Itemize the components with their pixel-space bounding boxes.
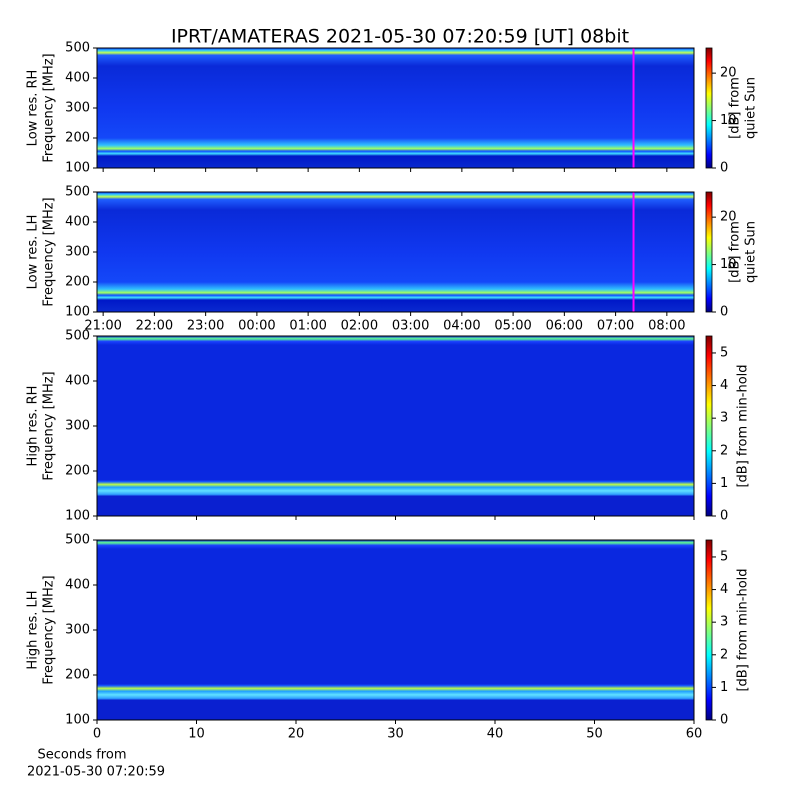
colorbar-tick-label: 3 [720,615,728,630]
y-axis-label: High res. RH [26,386,41,467]
x-tick-label: 0 [93,727,101,742]
colorbar-tick-label: 10 [720,257,737,272]
x-tick-label: 22:00 [136,319,173,334]
colorbar-label: quiet Sun [744,221,759,283]
colorbar-tick-label: 0 [720,509,728,524]
colorbar [705,191,713,313]
colorbar-tick-label: 1 [720,476,728,491]
colorbar-tick-label: 20 [720,210,737,225]
x-tick-label: 40 [487,727,504,742]
y-tick-label: 300 [65,419,90,434]
x-axis-label: Seconds from [37,748,126,763]
y-axis-label: Frequency [MHz] [42,53,57,162]
colorbar [705,47,713,169]
x-tick-label: 50 [586,727,603,742]
colorbar-tick-label: 5 [720,345,728,360]
x-tick-label: 07:00 [597,319,634,334]
y-tick-label: 400 [65,578,90,593]
x-tick-label: 10 [188,727,205,742]
y-tick-label: 300 [65,245,90,260]
y-tick-label: 100 [65,305,90,320]
x-tick-label: 05:00 [494,319,531,334]
spectrogram [97,48,694,168]
y-tick-label: 100 [65,509,90,524]
y-axis-label: High res. LH [26,590,41,669]
colorbar-tick-label: 1 [720,680,728,695]
colorbar-tick-label: 20 [720,66,737,81]
x-tick-label: 30 [387,727,404,742]
colorbar-label: [dB] from [728,221,743,283]
x-tick-label: 03:00 [392,319,429,334]
colorbar-label: [dB] from min-hold [736,364,751,487]
y-tick-label: 500 [65,533,90,548]
spectrogram [97,540,694,720]
x-tick-label: 08:00 [648,319,685,334]
y-tick-label: 500 [65,185,90,200]
y-axis-label: Low res. RH [26,70,41,147]
x-axis-label: 2021-05-30 07:20:59 [27,765,165,780]
y-tick-label: 500 [65,329,90,344]
x-tick-label: 04:00 [443,319,480,334]
y-tick-label: 500 [65,41,90,56]
colorbar-tick-label: 2 [720,443,728,458]
x-tick-label: 02:00 [341,319,378,334]
colorbar-tick-label: 0 [720,161,728,176]
figure-title: IPRT/AMATERAS 2021-05-30 07:20:59 [UT] 0… [171,26,629,48]
colorbar-tick-label: 5 [720,549,728,564]
y-axis-label: Frequency [MHz] [42,371,57,480]
x-tick-label: 06:00 [546,319,583,334]
x-tick-label: 23:00 [187,319,224,334]
colorbar-tick-label: 4 [720,378,728,393]
spectrogram [97,192,694,312]
y-axis-label: Frequency [MHz] [42,197,57,306]
colorbar [705,335,713,517]
colorbar-tick-label: 2 [720,647,728,662]
colorbar-tick-label: 3 [720,411,728,426]
y-tick-label: 200 [65,131,90,146]
x-tick-label: 00:00 [238,319,275,334]
x-tick-label: 01:00 [289,319,326,334]
y-tick-label: 200 [65,668,90,683]
colorbar-tick-label: 0 [720,305,728,320]
colorbar-label: quiet Sun [744,77,759,139]
colorbar-tick-label: 4 [720,582,728,597]
colorbar-label: [dB] from [728,77,743,139]
colorbar-tick-label: 0 [720,713,728,728]
colorbar [705,539,713,721]
x-tick-label: 21:00 [84,319,121,334]
colorbar-tick-label: 10 [720,113,737,128]
y-tick-label: 200 [65,464,90,479]
y-tick-label: 300 [65,101,90,116]
y-tick-label: 200 [65,275,90,290]
y-axis-label: Low res. LH [26,215,41,290]
x-tick-label: 20 [288,727,305,742]
colorbar-label: [dB] from min-hold [736,568,751,691]
spectrogram [97,336,694,516]
y-tick-label: 400 [65,374,90,389]
y-tick-label: 100 [65,161,90,176]
y-tick-label: 100 [65,713,90,728]
y-axis-label: Frequency [MHz] [42,575,57,684]
y-tick-label: 400 [65,215,90,230]
y-tick-label: 400 [65,71,90,86]
x-tick-label: 60 [686,727,703,742]
y-tick-label: 300 [65,623,90,638]
